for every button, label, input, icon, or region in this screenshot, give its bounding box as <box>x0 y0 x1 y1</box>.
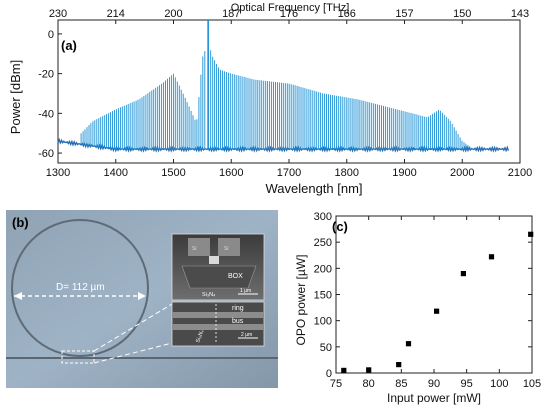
top-axis-label: Optical Frequency [THz] <box>231 2 350 14</box>
opo-x-tick-label: 100 <box>490 378 508 390</box>
zoom-region <box>61 350 95 364</box>
x-tick-label: 1800 <box>335 167 359 179</box>
sem-scale-label: 1 µm <box>240 288 251 294</box>
opo-y-axis-label: OPO power [µW] <box>294 255 308 346</box>
opo-y-tick-label: 250 <box>314 237 332 249</box>
sem-side-left: Si <box>192 246 196 252</box>
opo-x-tick-label: 75 <box>330 378 342 390</box>
panel-label-c: (c) <box>332 219 348 234</box>
y-tick-label: -20 <box>38 69 54 81</box>
device-micrograph: D= 112 µm (b) Si Si BOX Si₃N₄ 1 µm ring … <box>6 210 278 388</box>
spectrum-chart: 1300230140021415002001600187170017618001… <box>8 2 532 196</box>
y-tick-label: -40 <box>38 108 54 120</box>
x-tick-label: 1700 <box>277 167 301 179</box>
arrow-right-icon <box>138 292 146 300</box>
opo-y-tick-label: 200 <box>314 263 332 275</box>
ring-resonator <box>11 219 149 357</box>
box-label: BOX <box>228 273 243 280</box>
data-point <box>396 362 402 368</box>
opo-x-tick-label: 90 <box>428 378 440 390</box>
x-tick-label: 1400 <box>104 167 128 179</box>
top-tick-label: 166 <box>338 8 356 20</box>
data-point <box>488 254 495 260</box>
panel-label-a: (a) <box>61 38 77 53</box>
opo-ticks: 75 80 85 90 95 100 105 0 50 100 150 200 250 300 <box>314 211 542 390</box>
zoom-line-top <box>93 303 173 352</box>
coupling-gap-inset: ring bus Si₃N₄ 2 µm <box>171 301 265 347</box>
top-tick-label: 214 <box>107 8 125 20</box>
bus-label: bus <box>232 318 244 325</box>
x-tick-label: 2000 <box>450 167 474 179</box>
opo-power-chart: 75 80 85 90 95 100 105 0 50 100 150 200 250 300 Input… <box>294 211 542 405</box>
x-tick-label: 2100 <box>508 167 532 179</box>
top-tick-label: 150 <box>453 8 471 20</box>
opo-x-tick-label: 85 <box>395 378 407 390</box>
sem-side-right: Si <box>224 246 228 252</box>
microscope-image: D= 112 µm (b) Si Si BOX Si₃N₄ 1 µm ring … <box>6 210 278 388</box>
top-tick-label: 230 <box>49 8 67 20</box>
comb-lines <box>80 50 473 150</box>
opo-power-figure: 75 80 85 90 95 100 105 0 50 100 150 200 250 300 Input… <box>292 204 550 406</box>
spectrum-trace <box>57 20 510 153</box>
data-point <box>434 308 440 314</box>
data-point <box>366 367 372 373</box>
y-tick-label: 0 <box>48 29 54 41</box>
opo-y-tick-label: 300 <box>314 211 332 223</box>
data-point <box>528 231 534 237</box>
data-point <box>405 341 412 347</box>
panel-label-b: (b) <box>12 215 29 230</box>
opo-x-tick-label: 105 <box>523 378 541 390</box>
top-tick-label: 187 <box>222 8 240 20</box>
opo-x-axis-label: Input power [mW] <box>387 391 481 405</box>
diameter-label: D= 112 µm <box>56 282 105 293</box>
arrow-left-icon <box>14 292 22 300</box>
sem-material-label: Si₃N₄ <box>202 292 216 298</box>
sem-cross-section-inset: Si Si BOX Si₃N₄ 1 µm <box>171 233 265 301</box>
zoom-line-bottom <box>93 342 173 364</box>
y-axis-label: Power [dBm] <box>8 60 23 134</box>
spectrum-figure: 1300 230 1400 214 1500 200 1600 187 1700 176 1800 1… <box>0 0 550 200</box>
opo-y-tick-label: 150 <box>314 290 332 302</box>
opo-x-tick-label: 95 <box>461 378 473 390</box>
gap-scale-label: 2 µm <box>241 332 252 338</box>
x-tick-label: 1900 <box>392 167 416 179</box>
opo-x-tick-label: 80 <box>363 378 375 390</box>
spectrum-ticks: 1300230140021415002001600187170017618001… <box>38 8 532 179</box>
x-tick-label: 1600 <box>219 167 243 179</box>
opo-plot-frame <box>335 215 533 374</box>
opo-y-tick-label: 100 <box>314 316 332 328</box>
opo-y-tick-label: 0 <box>326 368 332 380</box>
data-point <box>341 367 347 373</box>
opo-y-tick-label: 50 <box>320 342 332 354</box>
top-tick-label: 176 <box>280 8 298 20</box>
data-point <box>460 271 466 277</box>
top-tick-label: 143 <box>511 8 529 20</box>
opo-points <box>341 231 534 373</box>
gap-material-label: Si₃N₄ <box>195 328 205 343</box>
x-tick-label: 1500 <box>161 167 185 179</box>
opo-axes <box>335 215 533 374</box>
top-tick-label: 200 <box>164 8 182 20</box>
ring-label: ring <box>232 305 244 312</box>
y-tick-label: -60 <box>38 148 54 160</box>
x-axis-label: Wavelength [nm] <box>265 181 362 196</box>
x-tick-label: 1300 <box>46 167 70 179</box>
top-tick-label: 157 <box>395 8 413 20</box>
